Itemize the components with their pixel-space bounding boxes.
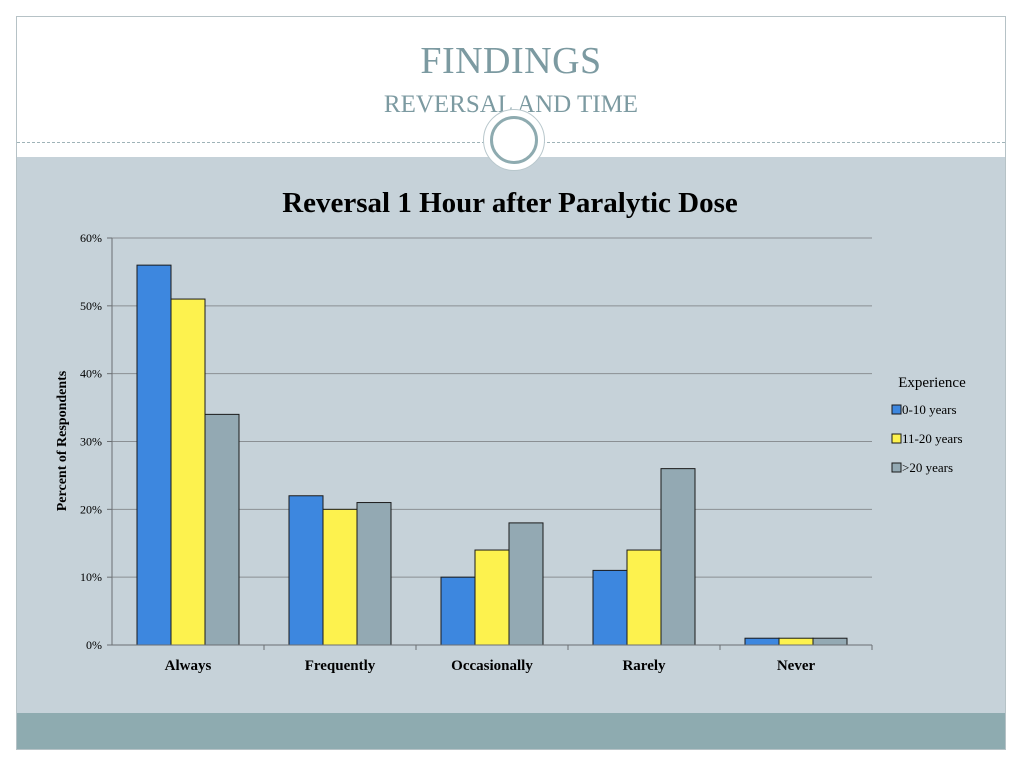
bar <box>136 264 172 646</box>
legend-label: 0-10 years <box>902 402 957 417</box>
ornament-ring <box>490 116 538 164</box>
y-axis-label: Percent of Respondents <box>55 370 70 511</box>
bar <box>508 522 544 646</box>
bar <box>356 502 392 646</box>
legend: Experience 0-10 years 11-20 years >20 year… <box>891 375 966 475</box>
y-tick-label: 50% <box>80 299 102 313</box>
x-tick-label: Never <box>777 658 816 674</box>
footer-band <box>17 713 1005 749</box>
legend-title: Experience <box>898 375 966 391</box>
legend-swatch <box>891 404 902 415</box>
bar <box>660 468 696 646</box>
x-tick-label: Rarely <box>622 658 666 674</box>
bar <box>170 298 206 646</box>
bar <box>592 569 628 646</box>
circle-ornament-icon <box>483 109 545 171</box>
y-tick-label: 30% <box>80 435 102 449</box>
x-tick-label: Occasionally <box>451 658 533 674</box>
chart-title: Reversal 1 Hour after Paralytic Dose <box>282 187 738 219</box>
slide-title: FINDINGS <box>420 40 602 82</box>
bar <box>288 495 324 646</box>
x-tick-label: Always <box>165 658 212 674</box>
bar <box>322 508 358 646</box>
axes: 0% 10% 20% 30% 40% 50% 60% Always Frequently Occa… <box>80 231 873 674</box>
bar <box>812 637 848 646</box>
bar <box>626 549 662 646</box>
y-tick-label: 0% <box>86 638 102 652</box>
legend-label: >20 years <box>902 460 953 475</box>
bar <box>204 413 240 646</box>
legend-swatch <box>891 462 902 473</box>
y-tick-label: 20% <box>80 502 102 516</box>
bar <box>440 576 476 646</box>
bar <box>744 637 780 646</box>
y-tick-label: 10% <box>80 570 102 584</box>
bar <box>778 637 814 646</box>
x-tick-label: Frequently <box>305 658 376 674</box>
bar <box>474 549 510 646</box>
legend-label: 11-20 years <box>902 431 963 446</box>
bar-series <box>136 264 848 646</box>
y-tick-label: 40% <box>80 367 102 381</box>
y-tick-label: 60% <box>80 231 102 245</box>
legend-swatch <box>891 433 902 444</box>
